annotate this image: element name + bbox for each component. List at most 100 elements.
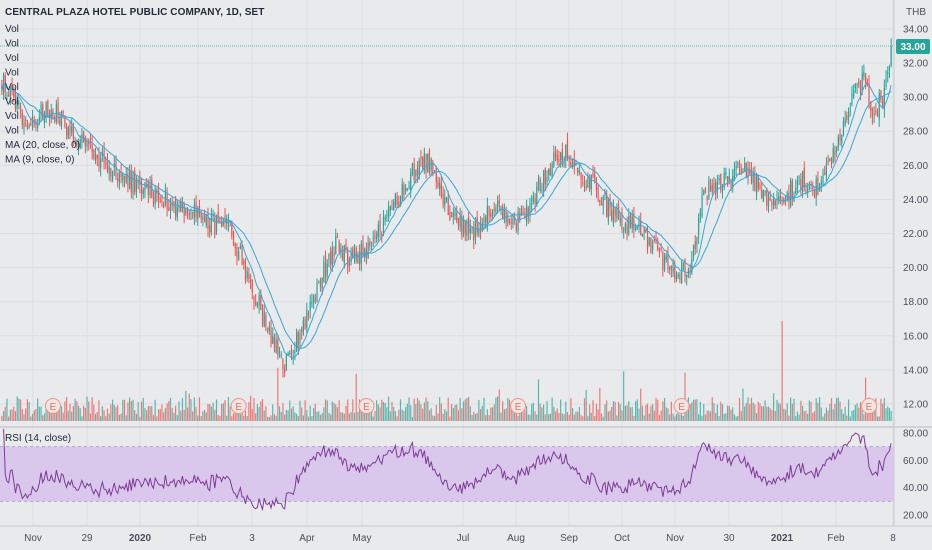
candle-body[interactable]	[839, 132, 841, 141]
candle-body[interactable]	[834, 149, 836, 156]
candle-body[interactable]	[534, 198, 536, 204]
candle-body[interactable]	[500, 206, 502, 208]
candle-body[interactable]	[708, 179, 710, 198]
candle-body[interactable]	[55, 104, 57, 122]
candle-body[interactable]	[273, 336, 276, 349]
candle-body[interactable]	[863, 71, 865, 77]
candle-body[interactable]	[285, 354, 287, 371]
candle-body[interactable]	[72, 127, 75, 139]
candle-body[interactable]	[631, 216, 633, 229]
candle-body[interactable]	[193, 204, 195, 218]
candle-body[interactable]	[738, 162, 741, 170]
candle-body[interactable]	[157, 190, 160, 201]
indicator-legend-item[interactable]: Vol	[5, 97, 19, 108]
candle-body[interactable]	[595, 181, 598, 191]
candle-body[interactable]	[350, 252, 352, 263]
candle-body[interactable]	[442, 193, 444, 205]
candle-body[interactable]	[398, 201, 400, 206]
candle-body[interactable]	[377, 224, 379, 237]
candle-body[interactable]	[762, 190, 764, 202]
candle-body[interactable]	[864, 73, 867, 84]
candle-body[interactable]	[481, 222, 483, 231]
candle-body[interactable]	[249, 279, 252, 282]
candle-body[interactable]	[822, 172, 824, 184]
candle-body[interactable]	[197, 208, 199, 220]
candle-body[interactable]	[730, 179, 732, 187]
candle-body[interactable]	[357, 254, 359, 264]
candle-body[interactable]	[875, 111, 877, 113]
indicator-legend-item[interactable]: Vol	[5, 24, 19, 35]
candle-body[interactable]	[640, 220, 642, 236]
candle-body[interactable]	[679, 274, 681, 280]
candle-body[interactable]	[600, 203, 603, 206]
candle-body[interactable]	[219, 217, 221, 220]
candle-body[interactable]	[837, 136, 839, 148]
candle-body[interactable]	[420, 156, 422, 159]
candle-body[interactable]	[798, 176, 800, 178]
candle-body[interactable]	[393, 202, 395, 211]
candle-body[interactable]	[258, 294, 260, 306]
candle-body[interactable]	[180, 201, 182, 212]
candle-body[interactable]	[713, 183, 715, 191]
earnings-marker[interactable]	[44, 398, 61, 414]
candle-body[interactable]	[6, 94, 8, 96]
candle-body[interactable]	[93, 150, 95, 159]
candle-body[interactable]	[544, 168, 546, 184]
candle-body[interactable]	[253, 296, 255, 302]
candle-body[interactable]	[870, 101, 872, 111]
candle-body[interactable]	[652, 241, 654, 251]
candle-body[interactable]	[747, 167, 749, 178]
candle-body[interactable]	[60, 110, 63, 127]
candle-body[interactable]	[619, 217, 621, 223]
candle-body[interactable]	[275, 339, 277, 353]
candle-body[interactable]	[817, 177, 819, 195]
candle-body[interactable]	[769, 197, 771, 201]
candle-body[interactable]	[561, 148, 563, 166]
candle-body[interactable]	[485, 216, 487, 223]
candle-body[interactable]	[411, 163, 414, 174]
candle-body[interactable]	[592, 172, 594, 177]
candle-body[interactable]	[880, 90, 882, 101]
candle-body[interactable]	[670, 266, 672, 270]
candle-body[interactable]	[462, 219, 465, 233]
candle-body[interactable]	[517, 211, 519, 232]
candle-body[interactable]	[461, 216, 463, 236]
candle-body[interactable]	[435, 168, 437, 183]
candle-body[interactable]	[694, 241, 696, 249]
candle-body[interactable]	[623, 230, 625, 232]
candle-body[interactable]	[33, 119, 35, 123]
candle-body[interactable]	[667, 253, 669, 270]
candle-body[interactable]	[341, 250, 344, 260]
candle-body[interactable]	[26, 124, 29, 130]
candle-body[interactable]	[433, 172, 436, 174]
candle-body[interactable]	[674, 266, 676, 280]
candle-body[interactable]	[120, 171, 122, 178]
candle-body[interactable]	[658, 247, 661, 251]
candle-body[interactable]	[847, 111, 850, 119]
indicator-legend-item[interactable]: MA (20, close, 0)	[5, 140, 80, 151]
candle-body[interactable]	[842, 121, 845, 135]
candle-body[interactable]	[54, 120, 56, 122]
earnings-marker[interactable]	[673, 398, 690, 414]
candle-body[interactable]	[156, 189, 158, 195]
candle-body[interactable]	[761, 189, 763, 198]
candle-body[interactable]	[820, 181, 822, 185]
candle-body[interactable]	[379, 220, 381, 232]
candle-body[interactable]	[190, 212, 192, 214]
candle-body[interactable]	[440, 184, 442, 197]
candle-body[interactable]	[524, 215, 526, 218]
candle-body[interactable]	[784, 201, 787, 204]
candle-body[interactable]	[692, 244, 695, 257]
candle-body[interactable]	[587, 176, 589, 188]
candle-body[interactable]	[418, 160, 420, 178]
candle-body[interactable]	[185, 208, 187, 215]
candle-body[interactable]	[606, 193, 608, 217]
candle-body[interactable]	[64, 116, 66, 127]
candle-body[interactable]	[507, 218, 509, 223]
candle-body[interactable]	[260, 294, 262, 310]
candle-body[interactable]	[709, 182, 712, 190]
candle-body[interactable]	[100, 158, 102, 169]
candle-body[interactable]	[96, 155, 98, 159]
candle-body[interactable]	[589, 179, 591, 191]
